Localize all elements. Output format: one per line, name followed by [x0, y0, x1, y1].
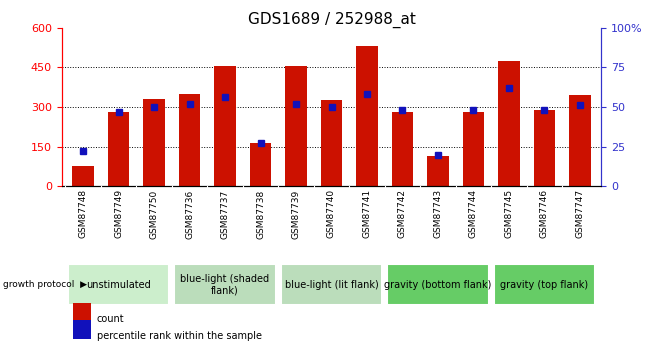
Text: GSM87746: GSM87746: [540, 189, 549, 238]
Text: unstimulated: unstimulated: [86, 280, 151, 289]
Text: GSM87741: GSM87741: [363, 189, 372, 238]
Bar: [392, 112, 413, 186]
Text: gravity (bottom flank): gravity (bottom flank): [384, 280, 491, 289]
Text: blue-light (lit flank): blue-light (lit flank): [285, 280, 378, 289]
Text: GSM87748: GSM87748: [79, 189, 88, 238]
Bar: [321, 100, 342, 186]
Text: GSM87745: GSM87745: [504, 189, 514, 238]
Bar: [356, 46, 378, 186]
FancyBboxPatch shape: [387, 264, 489, 305]
Text: GSM87750: GSM87750: [150, 189, 159, 239]
FancyBboxPatch shape: [281, 264, 382, 305]
Bar: [463, 112, 484, 186]
Text: GSM87743: GSM87743: [434, 189, 443, 238]
Text: GSM87744: GSM87744: [469, 189, 478, 238]
Bar: [108, 112, 129, 186]
Bar: [73, 321, 92, 339]
Text: percentile rank within the sample: percentile rank within the sample: [97, 331, 262, 341]
Bar: [250, 143, 271, 186]
Bar: [179, 94, 200, 186]
Text: growth protocol  ▶: growth protocol ▶: [3, 280, 87, 289]
FancyBboxPatch shape: [494, 264, 595, 305]
FancyBboxPatch shape: [68, 264, 169, 305]
Text: GSM87747: GSM87747: [575, 189, 584, 238]
Bar: [499, 61, 519, 186]
Title: GDS1689 / 252988_at: GDS1689 / 252988_at: [248, 11, 415, 28]
Bar: [214, 66, 236, 186]
Text: GSM87740: GSM87740: [327, 189, 336, 238]
Text: GSM87739: GSM87739: [291, 189, 300, 239]
Bar: [569, 95, 591, 186]
Text: GSM87736: GSM87736: [185, 189, 194, 239]
Text: GSM87749: GSM87749: [114, 189, 123, 238]
Text: GSM87737: GSM87737: [220, 189, 229, 239]
Text: count: count: [97, 314, 124, 324]
Bar: [144, 99, 164, 186]
Bar: [285, 66, 307, 186]
Text: GSM87742: GSM87742: [398, 189, 407, 238]
Bar: [72, 167, 94, 186]
Text: blue-light (shaded
flank): blue-light (shaded flank): [181, 274, 270, 295]
Bar: [427, 156, 448, 186]
Text: GSM87738: GSM87738: [256, 189, 265, 239]
Bar: [73, 303, 92, 322]
FancyBboxPatch shape: [174, 264, 276, 305]
Text: gravity (top flank): gravity (top flank): [500, 280, 588, 289]
Bar: [534, 110, 555, 186]
